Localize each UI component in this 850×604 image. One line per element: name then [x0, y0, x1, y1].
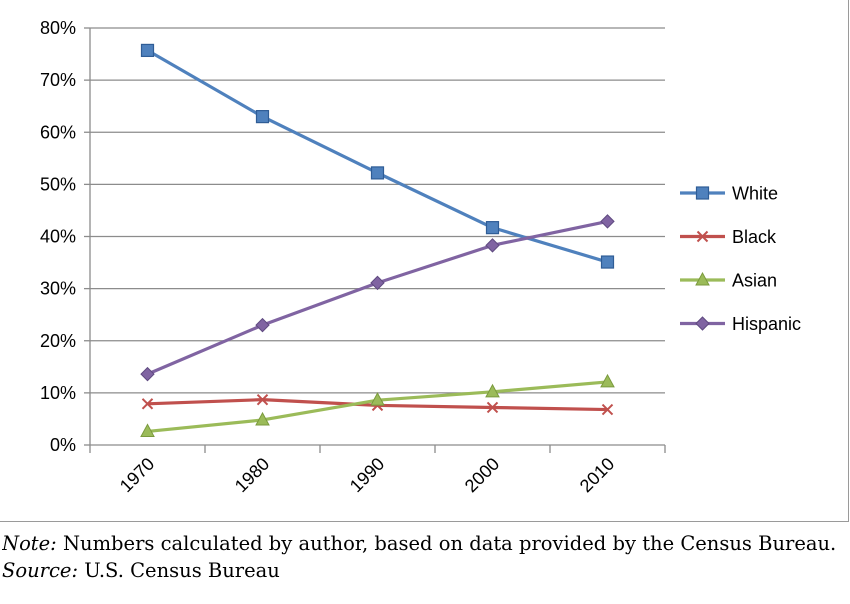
y-tick-label: 30%	[40, 279, 76, 299]
axes	[84, 27, 666, 453]
data-point-asian	[140, 423, 155, 437]
source-text: U.S. Census Bureau	[78, 559, 280, 582]
y-tick-label: 80%	[40, 18, 76, 38]
series-white	[140, 43, 615, 269]
chart-notes: Note: Numbers calculated by author, base…	[2, 530, 850, 584]
legend-marker	[695, 271, 710, 286]
legend-label: Asian	[732, 271, 777, 291]
x-tick-label: 1970	[116, 454, 158, 496]
data-point-hispanic	[255, 317, 270, 333]
note-line: Note: Numbers calculated by author, base…	[2, 530, 850, 557]
series-line-hispanic	[146, 219, 608, 376]
legend-label: White	[732, 184, 778, 204]
x-tick-label: 2000	[461, 454, 503, 496]
series-asian	[140, 373, 615, 437]
x-tick-label: 1980	[231, 454, 273, 496]
data-point-white	[140, 43, 155, 58]
note-label: Note:	[2, 532, 57, 555]
legend-label: Black	[732, 227, 777, 247]
source-line: Source: U.S. Census Bureau	[2, 557, 850, 584]
data-point-black	[256, 393, 269, 406]
series-hispanic	[140, 214, 615, 382]
y-tick-label: 20%	[40, 331, 76, 351]
series-lines	[140, 43, 615, 437]
legend-label: Hispanic	[732, 314, 801, 334]
y-tick-label: 10%	[40, 383, 76, 403]
legend-item-black: Black	[680, 227, 777, 247]
data-point-hispanic	[140, 366, 155, 382]
data-point-black	[601, 403, 614, 416]
note-text: Numbers calculated by author, based on d…	[56, 532, 837, 555]
data-point-hispanic	[600, 214, 615, 229]
series-line-white	[146, 49, 608, 264]
data-point-asian	[600, 373, 615, 388]
y-axis-tick-labels: 0% 10% 20% 30% 40% 50% 60% 70% 80%	[40, 18, 76, 455]
y-tick-label: 0%	[50, 435, 76, 455]
x-tick-label: 1990	[346, 454, 388, 496]
data-point-white	[255, 110, 270, 124]
data-point-asian	[485, 383, 500, 398]
data-point-white	[485, 221, 500, 235]
legend: White Black Asian Hispanic	[680, 184, 801, 334]
legend-item-white: White	[680, 184, 778, 204]
chart-frame: 0% 10% 20% 30% 40% 50% 60% 70% 80% 1970 1980 1990 2…	[0, 0, 849, 522]
source-label: Source:	[2, 559, 79, 582]
data-point-hispanic	[370, 275, 385, 291]
data-point-asian	[370, 392, 385, 406]
line-chart: 0% 10% 20% 30% 40% 50% 60% 70% 80% 1970 1980 1990 2…	[40, 18, 801, 496]
data-point-black	[141, 398, 154, 410]
y-tick-label: 60%	[40, 122, 76, 142]
legend-item-asian: Asian	[680, 271, 777, 291]
legend-item-hispanic: Hispanic	[680, 314, 801, 334]
legend-marker	[695, 316, 710, 331]
y-tick-label: 50%	[40, 174, 76, 194]
legend-marker	[695, 186, 710, 200]
data-point-white	[370, 166, 385, 180]
y-tick-label: 40%	[40, 227, 76, 247]
gridlines	[90, 27, 665, 394]
x-tick-label: 2010	[576, 454, 618, 496]
data-point-hispanic	[485, 238, 500, 253]
data-point-asian	[255, 411, 270, 426]
data-point-white	[600, 255, 615, 269]
y-tick-label: 70%	[40, 70, 76, 90]
x-axis-tick-labels: 1970 1980 1990 2000 2010	[116, 454, 618, 496]
data-point-black	[486, 401, 499, 414]
legend-marker	[696, 230, 709, 243]
